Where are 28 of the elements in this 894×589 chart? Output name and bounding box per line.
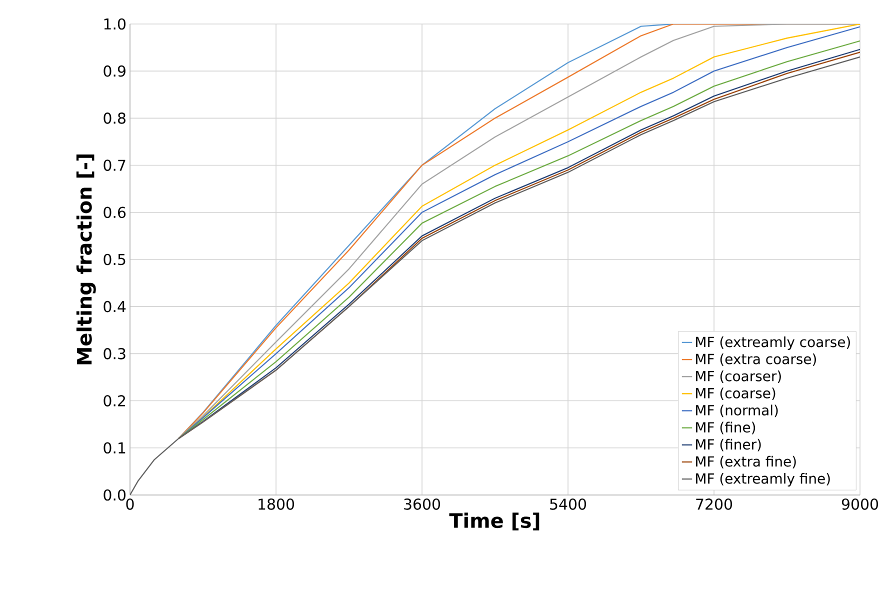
- y-tick-label: 0.4: [104, 300, 126, 312]
- x-tick-label: 0: [126, 498, 134, 510]
- legend-label: MF (extreamly coarse): [696, 336, 850, 350]
- y-tick-label: 0.0: [104, 489, 126, 501]
- x-tick-label: 3600: [404, 498, 440, 510]
- x-tick-label: 9000: [842, 498, 878, 510]
- x-tick-label: 5400: [550, 498, 586, 510]
- y-tick-label: 0.5: [104, 254, 126, 266]
- y-tick-label: 1.0: [104, 18, 126, 30]
- legend-label: MF (extra fine): [696, 456, 796, 468]
- y-tick-label: 0.9: [104, 65, 126, 77]
- legend-label: MF (coarse): [696, 388, 776, 400]
- legend-label: MF (extra coarse): [696, 353, 816, 366]
- legend-label: MF (extreamly fine): [696, 472, 830, 486]
- y-tick-label: 0.1: [104, 442, 126, 454]
- legend-label: MF (coarser): [696, 370, 781, 383]
- y-tick-label: 0.3: [104, 348, 126, 360]
- y-tick-label: 0.2: [104, 395, 125, 406]
- legend-label: MF (finer): [696, 438, 761, 452]
- y-tick-label: 0.7: [104, 160, 126, 171]
- x-tick-label: 1800: [258, 498, 294, 510]
- x-tick-label: 7200: [696, 498, 732, 510]
- legend-label: MF (normal): [696, 404, 778, 418]
- legend-label: MF (fine): [696, 422, 756, 434]
- y-tick-label: 0.6: [104, 206, 126, 218]
- x-axis-title: Time [s]: [449, 512, 540, 530]
- y-axis-title: Melting fraction [-]: [76, 154, 96, 364]
- y-tick-label: 0.8: [104, 112, 126, 124]
